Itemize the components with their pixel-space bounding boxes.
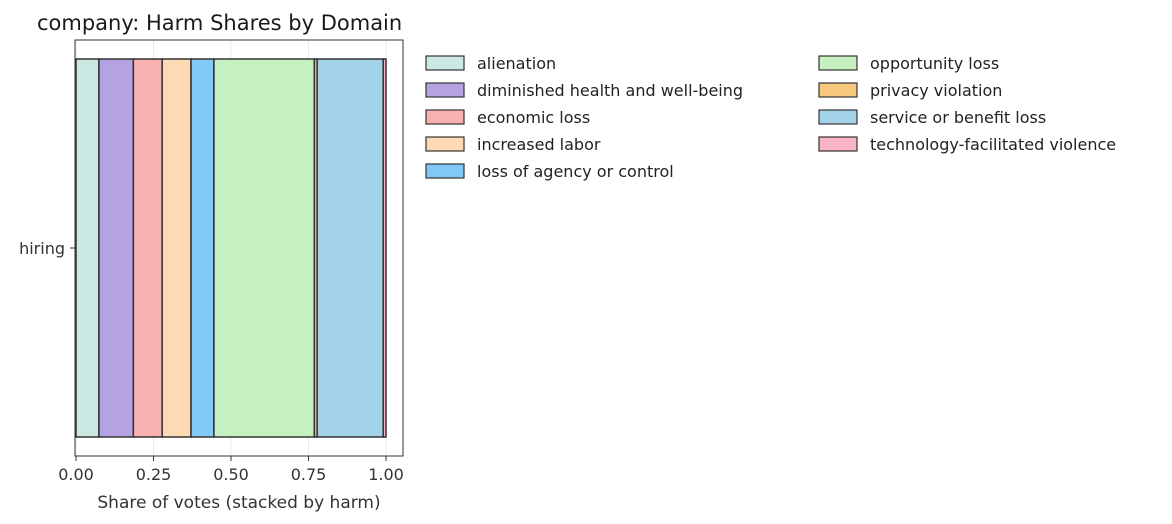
legend-swatch [425,109,465,125]
bar-segment-technology-facilitated-violence [382,58,387,438]
legend-label: service or benefit loss [870,108,1046,127]
legend-swatch [425,136,465,152]
legend-label: technology-facilitated violence [870,135,1116,154]
legend-label: economic loss [477,108,590,127]
bar-segment-diminished-health-and-well-being [98,58,135,438]
bar-segment-opportunity-loss [213,58,316,438]
bar-segment-increased-labor [161,58,192,438]
bar-segment-loss-of-agency-or-control [190,58,215,438]
x-tick-label: 0.25 [136,465,172,484]
legend-label: opportunity loss [870,54,999,73]
legend-label: increased labor [477,135,601,154]
bar-segment-alienation [75,58,100,438]
legend-label: privacy violation [870,81,1002,100]
legend-swatch [818,55,858,71]
legend-swatch [818,109,858,125]
x-axis-label: Share of votes (stacked by harm) [97,493,380,513]
legend-swatch [425,55,465,71]
x-tick-label: 0.75 [291,465,327,484]
legend-label: loss of agency or control [477,162,674,181]
chart-title: company: Harm Shares by Domain [37,11,402,35]
bar-segment-service-or-benefit-loss [316,58,384,438]
y-axis-ticks: hiring [19,239,75,258]
legend-swatch [818,136,858,152]
y-tick-label: hiring [19,239,65,258]
legend-swatch [425,163,465,179]
x-tick-label: 0.50 [213,465,249,484]
legend-swatch [425,82,465,98]
legend-swatch [818,82,858,98]
x-axis-ticks: 0.00 0.25 0.50 0.75 1.00 [58,456,404,484]
legend-label: diminished health and well-being [477,81,743,100]
bar-segment-economic-loss [132,58,163,438]
x-tick-label: 1.00 [368,465,404,484]
legend-label: alienation [477,54,556,73]
legend: alienation diminished health and well-bei… [425,54,1116,181]
x-tick-label: 0.00 [58,465,94,484]
bars [75,58,387,438]
